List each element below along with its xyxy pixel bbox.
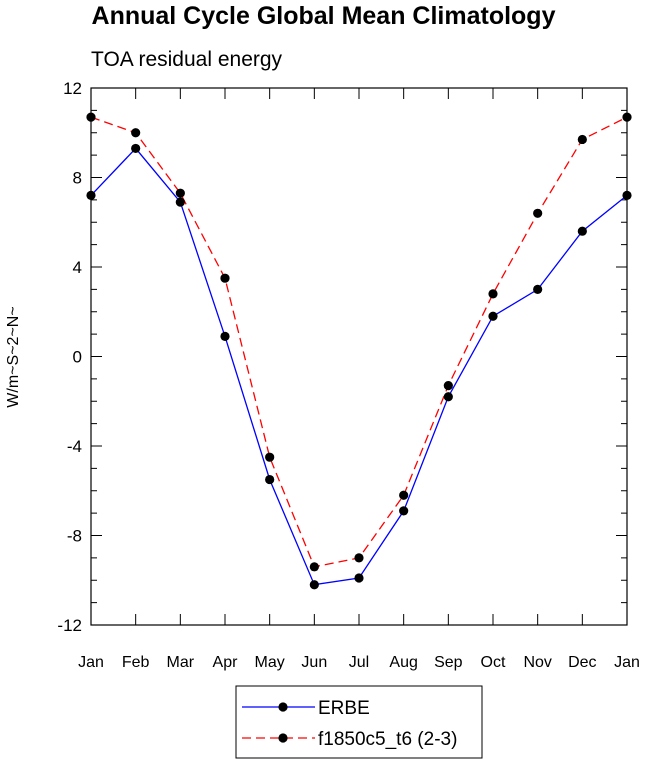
series-2-point — [175, 188, 185, 198]
series-1-point — [533, 284, 543, 294]
chart-title: Annual Cycle Global Mean Climatology — [91, 2, 556, 30]
x-tick-label: Jan — [78, 654, 104, 671]
series-1-point — [131, 143, 141, 154]
series-1-point — [220, 331, 230, 341]
legend-label-2: f1850c5_t6 (2-3) — [318, 729, 457, 750]
series-2-point — [354, 553, 364, 563]
series-2-point — [577, 134, 587, 145]
x-tick-label: Aug — [389, 654, 417, 671]
x-tick-label: Oct — [481, 654, 506, 671]
chart-subtitle: TOA residual energy — [91, 48, 283, 71]
series-2-point — [220, 273, 230, 283]
series-1-point — [399, 506, 409, 516]
x-tick-label: May — [255, 654, 285, 671]
series-2-point — [533, 208, 543, 218]
series-1-point — [265, 474, 275, 485]
series-1-point — [488, 311, 498, 321]
plot-frame — [90, 87, 628, 626]
series-points — [86, 112, 632, 590]
y-tick-labels: -12 -8 -4 0 4 8 12 — [57, 79, 82, 635]
legend-marker-1 — [278, 702, 288, 712]
series-2-point — [488, 289, 498, 299]
y-tick-label: 0 — [73, 348, 82, 367]
legend-box — [235, 685, 483, 759]
series-2-point — [622, 112, 632, 122]
x-tick-label: Sep — [434, 654, 463, 671]
series-1-point — [622, 190, 632, 200]
x-tick-label: Nov — [523, 654, 551, 671]
series-line-2 — [90, 116, 628, 568]
legend-marker-2 — [278, 733, 288, 743]
series-2-point — [443, 380, 453, 391]
series-2-point — [131, 128, 141, 138]
series-1-point — [309, 580, 319, 590]
x-tick-label: Feb — [122, 654, 150, 671]
x-tick-labels: Jan Feb Mar Apr May Jun Jul Aug Sep Oct Nov Dec Jan — [78, 654, 640, 671]
series-2-point — [309, 562, 319, 572]
axis-ticks — [90, 87, 628, 626]
series-lines — [90, 116, 628, 586]
series-1-point — [86, 190, 96, 200]
series-1-point — [354, 573, 364, 583]
y-tick-label: -8 — [67, 527, 82, 546]
x-tick-label: Jul — [349, 654, 369, 671]
x-tick-label: Jun — [301, 654, 327, 671]
series-1-point — [175, 197, 185, 207]
y-tick-label: -4 — [67, 437, 82, 456]
series-1-point — [577, 226, 587, 236]
series-line-1 — [90, 147, 628, 586]
y-tick-label: 4 — [73, 258, 82, 277]
x-tick-label: Jan — [614, 654, 640, 671]
x-tick-label: Apr — [213, 654, 239, 671]
y-tick-label: 12 — [63, 79, 82, 98]
y-axis-label: W/m~S~2~N~ — [5, 306, 22, 407]
y-tick-label: 8 — [73, 169, 82, 188]
series-1-point — [443, 392, 453, 402]
series-2-point — [399, 490, 409, 500]
y-tick-label: -12 — [57, 616, 82, 635]
legend: ERBE f1850c5_t6 (2-3) — [235, 685, 483, 759]
x-tick-label: Mar — [167, 654, 195, 671]
series-2-point — [265, 452, 275, 462]
legend-label-1: ERBE — [318, 698, 370, 719]
x-tick-label: Dec — [568, 654, 596, 671]
series-2-point — [86, 112, 96, 122]
